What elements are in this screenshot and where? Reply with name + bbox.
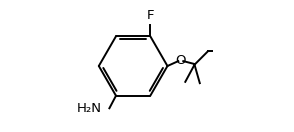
Text: O: O [176,54,186,67]
Text: F: F [146,9,154,22]
Text: H₂N: H₂N [76,102,101,115]
